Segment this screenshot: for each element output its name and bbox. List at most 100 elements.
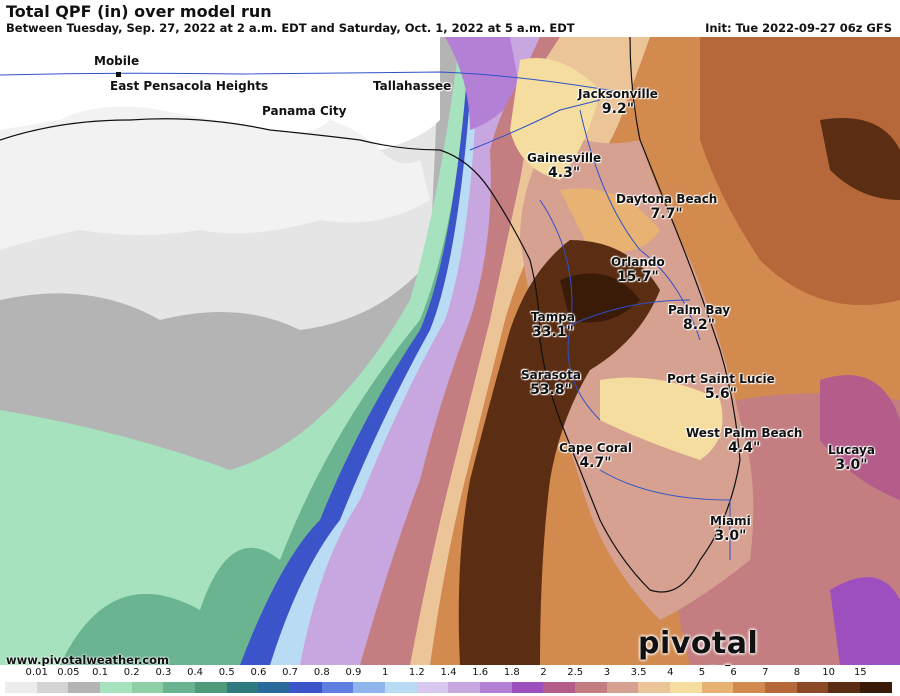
- city-gainesville: Gainesville 4.3": [527, 151, 601, 181]
- scale-tick-label: 1: [381, 667, 389, 678]
- scale-tick-label: 0.4: [187, 667, 204, 678]
- city-name: West Palm Beach: [686, 426, 803, 440]
- scale-tick-label: 3: [603, 667, 611, 678]
- city-daytona-beach: Daytona Beach 7.7": [616, 192, 717, 222]
- city-name: Lucaya: [828, 443, 875, 457]
- city-jacksonville: Jacksonville 9.2": [578, 87, 658, 117]
- city-value: 4.3": [548, 165, 581, 181]
- scale-tick-label: 0.6: [250, 667, 267, 678]
- scale-tick-label: 1.6: [472, 667, 489, 678]
- scale-swatch: [860, 682, 892, 693]
- scale-tick-label: 8: [793, 667, 801, 678]
- scale-tick-label: 0.01: [25, 667, 48, 678]
- scale-swatch: [670, 682, 702, 693]
- scale-tick-label: 0.8: [313, 667, 330, 678]
- scale-swatch: [480, 682, 512, 693]
- scale-tick-label: 10: [822, 667, 836, 678]
- scale-swatch: [448, 682, 481, 693]
- city-name: Cape Coral: [559, 441, 632, 455]
- city-value: 7.7": [650, 206, 683, 222]
- city-name: Mobile: [94, 54, 140, 68]
- city-value: 15.7": [616, 269, 659, 285]
- scale-swatch: [733, 682, 766, 693]
- scale-swatch: [796, 682, 829, 693]
- city-east-pensacola-heights: East Pensacola Heights: [110, 79, 268, 93]
- city-value: 5.6": [704, 386, 737, 402]
- scale-tick-label: 1.2: [408, 667, 425, 678]
- scale-tick-label: 1.8: [503, 667, 520, 678]
- scale-tick-label: 4: [667, 667, 674, 678]
- city-lucaya: Lucaya 3.0": [828, 443, 875, 473]
- scale-swatch: [290, 682, 322, 693]
- scale-bar: [5, 682, 892, 693]
- scale-tick-label: 0.2: [123, 667, 140, 678]
- city-value: 8.2": [682, 317, 716, 333]
- precipitation-map: Mobile East Pensacola Heights Tallahasse…: [0, 37, 900, 665]
- mobile-dot: [116, 72, 121, 77]
- website-credit: www.pivotalweather.com: [6, 653, 170, 667]
- scale-tick-label: 3.5: [630, 667, 647, 678]
- city-cape-coral: Cape Coral 4.7": [559, 441, 632, 471]
- scale-swatch: [511, 682, 544, 693]
- scale-tick-label: 0.5: [218, 667, 235, 678]
- city-tampa: Tampa 33.1": [531, 310, 575, 340]
- scale-tick-label: 1.4: [440, 667, 457, 678]
- scale-swatch: [416, 682, 449, 693]
- scale-swatch: [701, 682, 734, 693]
- city-tallahassee: Tallahassee: [373, 79, 451, 93]
- scale-swatch: [68, 682, 101, 693]
- scale-tick-label: 0.05: [57, 667, 80, 678]
- scale-swatch: [606, 682, 639, 693]
- scale-tick-label: 15: [853, 667, 867, 678]
- map-subtitle: Between Tuesday, Sep. 27, 2022 at 2 a.m.…: [6, 21, 575, 35]
- city-value: 53.8": [530, 382, 572, 398]
- city-value: 3.0": [714, 528, 747, 544]
- city-orlando: Orlando 15.7": [611, 255, 665, 285]
- city-name: Palm Bay: [668, 303, 731, 317]
- color-scale-legend: 0.01 0.05 0.1 0.2 0.3 0.4 0.5 0.6 0.7 0.8 0.9 1 1.2 1…: [0, 666, 900, 695]
- scale-swatch: [5, 682, 37, 693]
- scale-swatch: [638, 682, 671, 693]
- scale-tick-label: 0.1: [92, 667, 108, 678]
- city-mobile: Mobile: [94, 54, 139, 68]
- scale-tick-label: 5: [698, 667, 706, 678]
- city-value: 3.0": [835, 457, 868, 473]
- scale-swatch: [828, 682, 861, 693]
- scale-tick-label: 2: [540, 667, 547, 678]
- city-name: Sarasota: [521, 368, 581, 382]
- city-name: Orlando: [611, 255, 665, 269]
- city-port-saint-lucie: Port Saint Lucie 5.6": [667, 372, 775, 402]
- city-value: 9.2": [601, 101, 634, 117]
- scale-swatch: [226, 682, 259, 693]
- scale-swatch: [36, 682, 69, 693]
- city-value: 33.1": [532, 324, 574, 340]
- city-name: Tallahassee: [373, 79, 452, 93]
- scale-swatch: [100, 682, 132, 693]
- city-name: Miami: [710, 514, 751, 528]
- city-value: 4.4": [728, 440, 761, 456]
- scale-swatch: [258, 682, 291, 693]
- scale-tick-label: 6: [730, 667, 737, 678]
- scale-swatch: [195, 682, 227, 693]
- city-name: Gainesville: [527, 151, 602, 165]
- city-name: East Pensacola Heights: [110, 79, 269, 93]
- scale-labels: 0.01 0.05 0.1 0.2 0.3 0.4 0.5 0.6 0.7 0.8 0.9 1 1.2 1…: [0, 667, 900, 681]
- map-title: Total QPF (in) over model run: [6, 2, 272, 21]
- city-name: Tampa: [531, 310, 575, 324]
- scale-swatch: [575, 682, 607, 693]
- scale-swatch: [765, 682, 797, 693]
- scale-tick-label: 0.3: [155, 667, 172, 678]
- city-miami: Miami 3.0": [710, 514, 751, 544]
- city-palm-bay: Palm Bay 8.2": [668, 303, 730, 333]
- scale-swatch: [543, 682, 576, 693]
- scale-swatch: [353, 682, 386, 693]
- scale-swatch: [321, 682, 354, 693]
- city-value: 4.7": [579, 455, 612, 471]
- city-name: Jacksonville: [578, 87, 658, 101]
- city-name: Port Saint Lucie: [667, 372, 775, 386]
- city-sarasota: Sarasota 53.8": [521, 368, 581, 398]
- scale-tick-label: 0.7: [282, 667, 299, 678]
- scale-tick-label: 7: [762, 667, 769, 678]
- model-init-label: Init: Tue 2022-09-27 06z GFS: [705, 21, 892, 35]
- scale-swatch: [131, 682, 164, 693]
